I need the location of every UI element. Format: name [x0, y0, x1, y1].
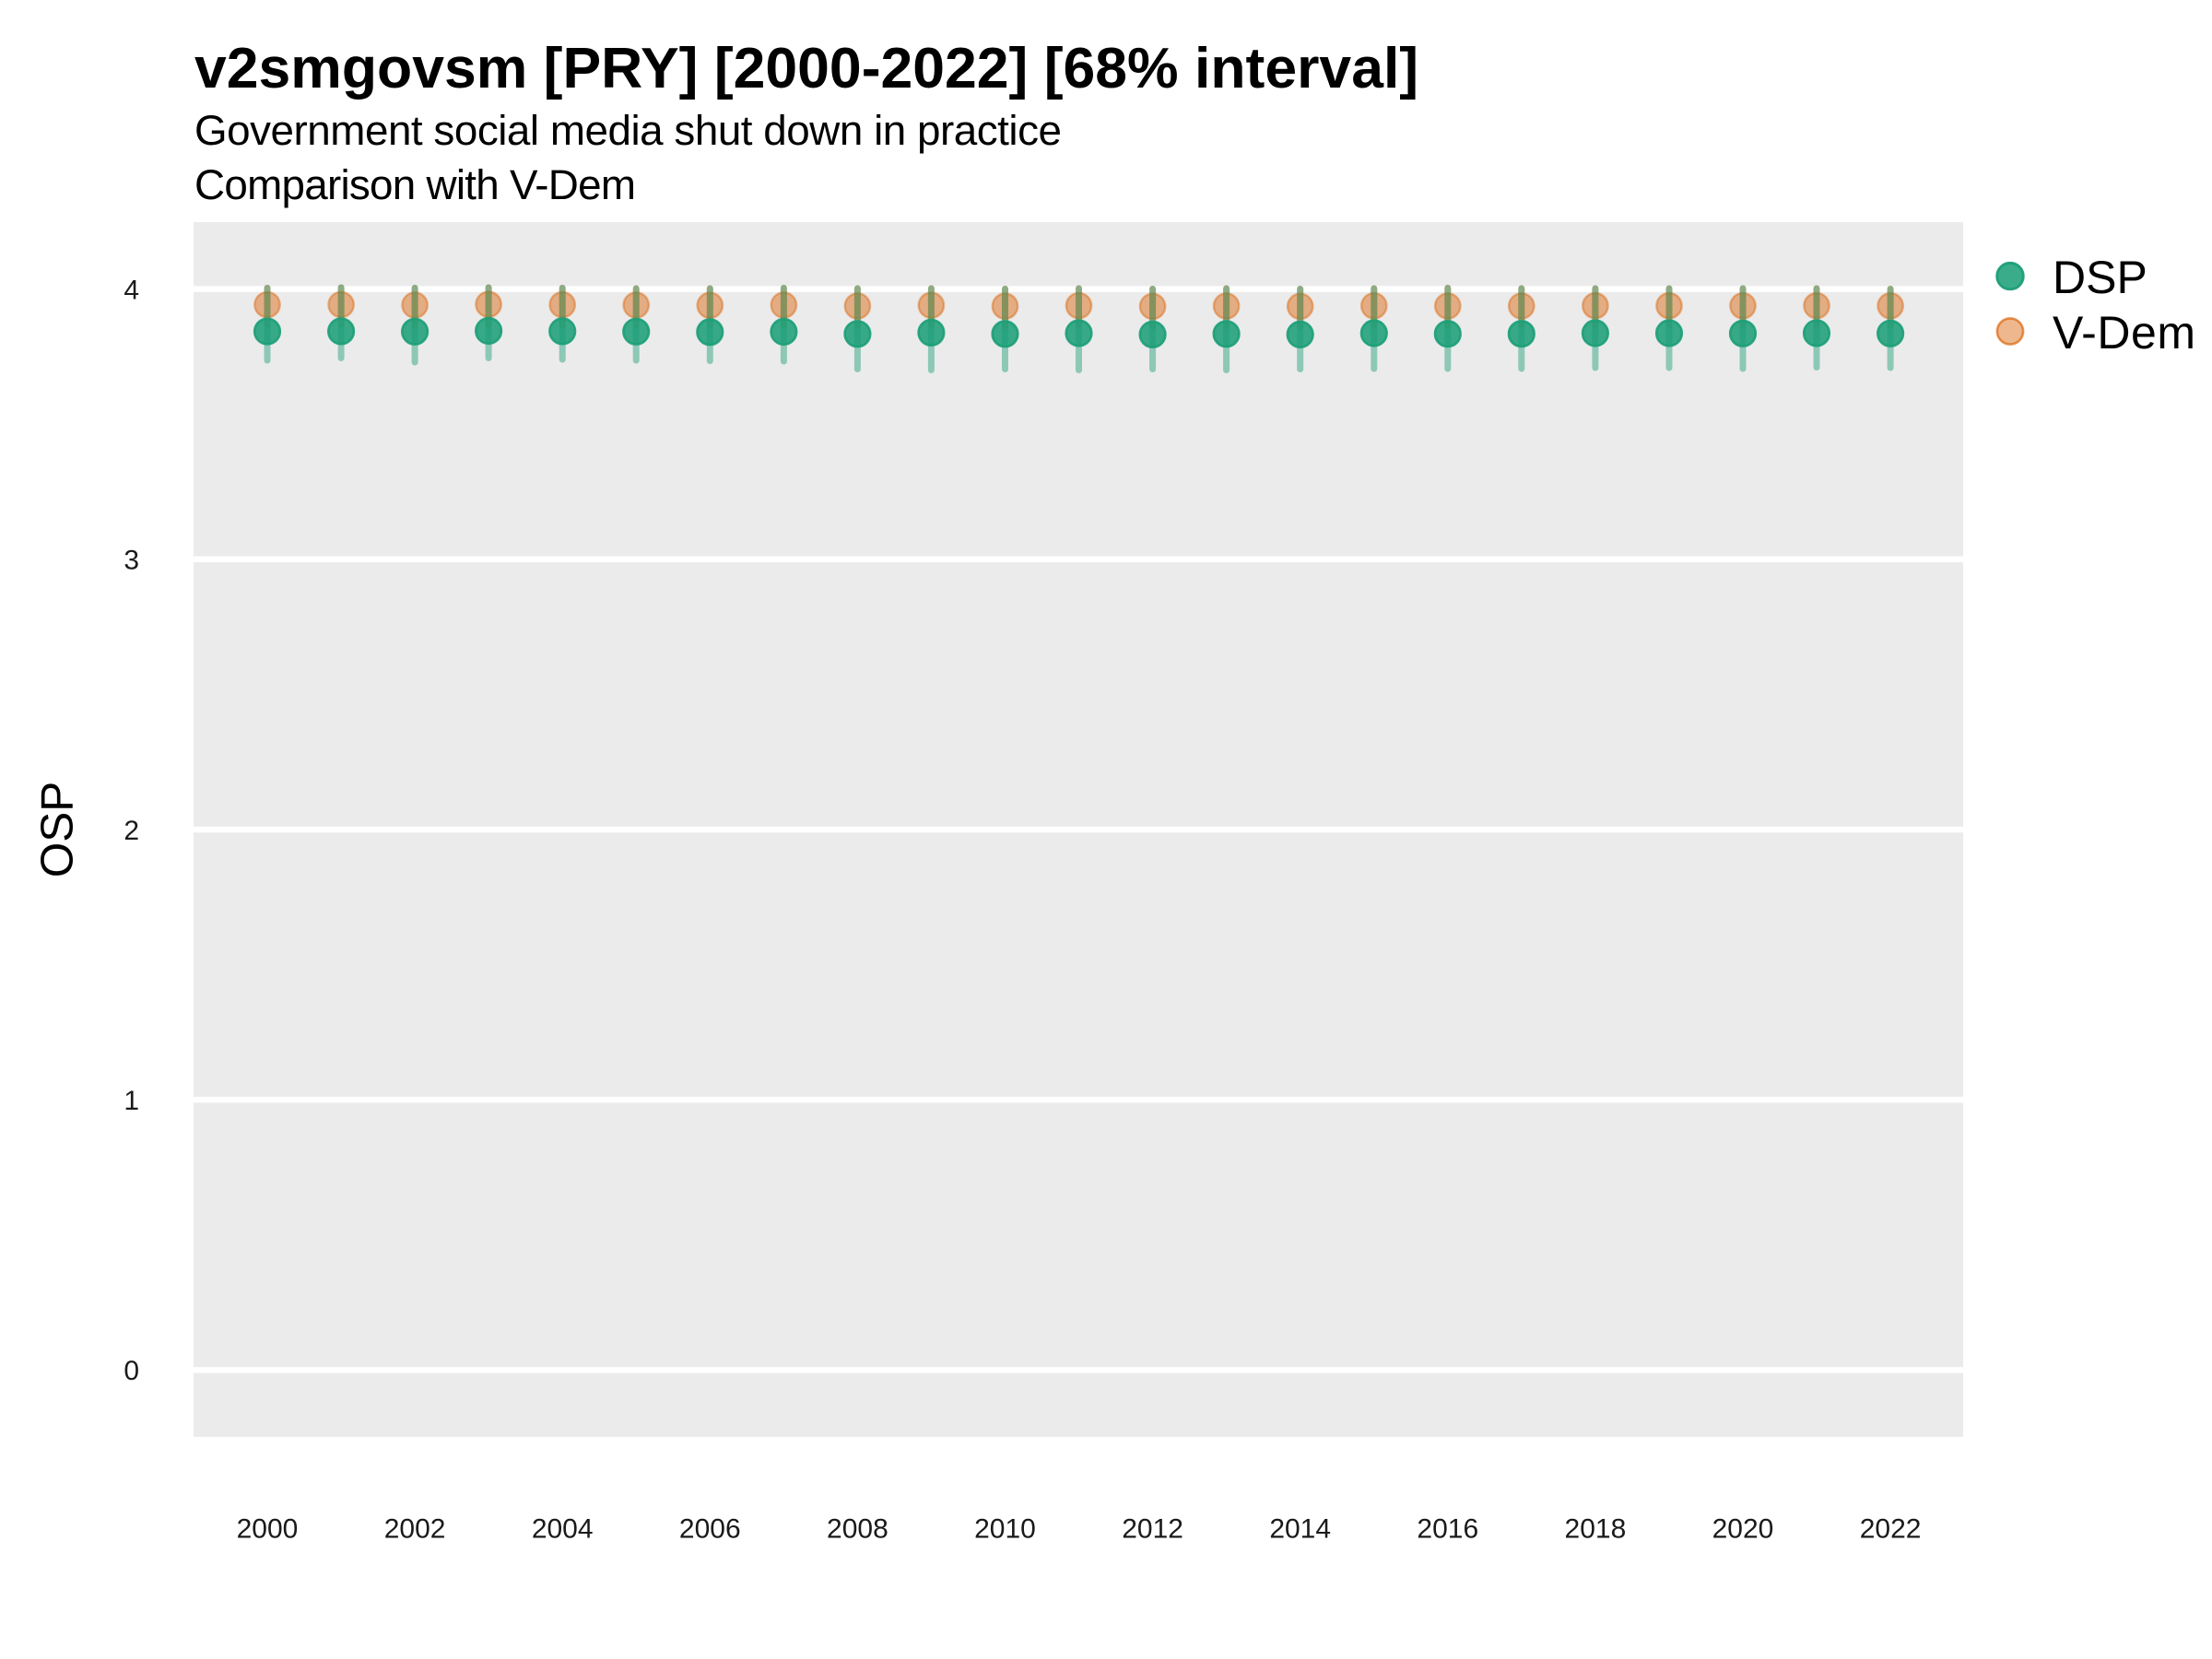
svg-text:v2smgovsm [PRY] [2000-2022] [6: v2smgovsm [PRY] [2000-2022] [68% interva… — [194, 36, 1418, 100]
svg-text:Comparison with V-Dem: Comparison with V-Dem — [194, 161, 636, 208]
svg-text:2004: 2004 — [532, 1513, 594, 1544]
svg-text:0: 0 — [124, 1356, 139, 1386]
svg-text:2000: 2000 — [237, 1513, 299, 1544]
svg-text:2014: 2014 — [1269, 1513, 1331, 1544]
svg-text:2002: 2002 — [384, 1513, 446, 1544]
svg-text:2020: 2020 — [1712, 1513, 1774, 1544]
svg-text:Government social media shut d: Government social media shut down in pra… — [194, 107, 1062, 154]
svg-text:2010: 2010 — [974, 1513, 1036, 1544]
svg-text:2022: 2022 — [1860, 1513, 1922, 1544]
svg-text:OSP: OSP — [32, 782, 83, 878]
svg-text:3: 3 — [124, 546, 139, 576]
svg-text:1: 1 — [124, 1086, 139, 1116]
svg-text:2008: 2008 — [827, 1513, 888, 1544]
svg-text:V-Dem: V-Dem — [2053, 307, 2195, 359]
svg-text:2: 2 — [124, 816, 139, 846]
svg-text:2016: 2016 — [1417, 1513, 1478, 1544]
svg-text:DSP: DSP — [2053, 252, 2147, 303]
svg-text:2012: 2012 — [1122, 1513, 1183, 1544]
svg-text:4: 4 — [124, 275, 139, 305]
svg-text:2006: 2006 — [679, 1513, 741, 1544]
svg-text:2018: 2018 — [1565, 1513, 1627, 1544]
